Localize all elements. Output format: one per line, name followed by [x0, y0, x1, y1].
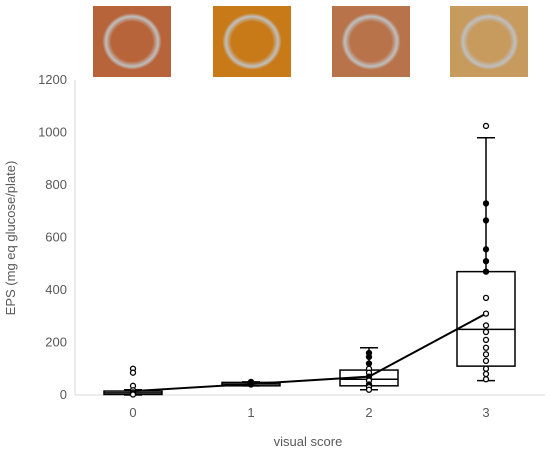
y-tick-label-200: 200 — [45, 335, 67, 350]
point-0-1 — [129, 369, 137, 376]
y-tick-label-800: 800 — [45, 177, 67, 192]
plate-photo-2 — [332, 6, 410, 77]
x-tick-label-2: 2 — [365, 405, 372, 420]
y-tick-labels: 0 200 400 600 800 1000 1200 — [38, 72, 67, 402]
point-3-11 — [482, 344, 490, 351]
point-3-4 — [482, 257, 490, 265]
y-tick-label-600: 600 — [45, 230, 67, 245]
point-3-0 — [482, 122, 490, 130]
plate-photo-1 — [213, 6, 291, 77]
y-axis-label: EPS (mg eq glucose/plate) — [3, 161, 18, 316]
mean-line — [132, 312, 487, 393]
y-tick-label-0: 0 — [60, 387, 67, 402]
point-3-12 — [482, 351, 490, 358]
point-0-6 — [129, 391, 137, 398]
point-3-8 — [482, 322, 490, 329]
point-3-10 — [482, 336, 490, 344]
y-tick-label-1000: 1000 — [38, 125, 67, 140]
x-tick-label-1: 1 — [247, 405, 254, 420]
point-3-6 — [482, 294, 490, 302]
point-3-15 — [482, 370, 490, 378]
axes — [74, 80, 545, 396]
y-tick-label-400: 400 — [45, 282, 67, 297]
point-2-1 — [365, 353, 373, 361]
boxes — [103, 137, 516, 396]
point-3-14 — [482, 365, 490, 372]
x-tick-label-0: 0 — [129, 405, 136, 420]
x-tick-labels: 0 1 2 3 — [129, 405, 489, 420]
point-3-13 — [482, 357, 490, 365]
plate-photo-0 — [93, 6, 171, 77]
point-3-16 — [482, 376, 490, 383]
x-axis-label: visual score — [274, 434, 343, 449]
plate-photo-3 — [450, 6, 528, 77]
point-1-2 — [247, 381, 255, 388]
point-3-3 — [482, 246, 490, 253]
mean-trend-line — [132, 312, 487, 393]
point-3-5 — [482, 268, 490, 275]
x-tick-label-3: 3 — [482, 405, 489, 420]
point-3-1 — [482, 200, 490, 207]
point-2-9 — [365, 386, 373, 393]
point-3-7 — [482, 310, 490, 317]
point-2-2 — [365, 360, 373, 367]
point-3-9 — [482, 328, 490, 336]
point-3-2 — [482, 217, 490, 224]
data-points — [129, 122, 490, 398]
y-tick-label-1200: 1200 — [38, 72, 67, 87]
